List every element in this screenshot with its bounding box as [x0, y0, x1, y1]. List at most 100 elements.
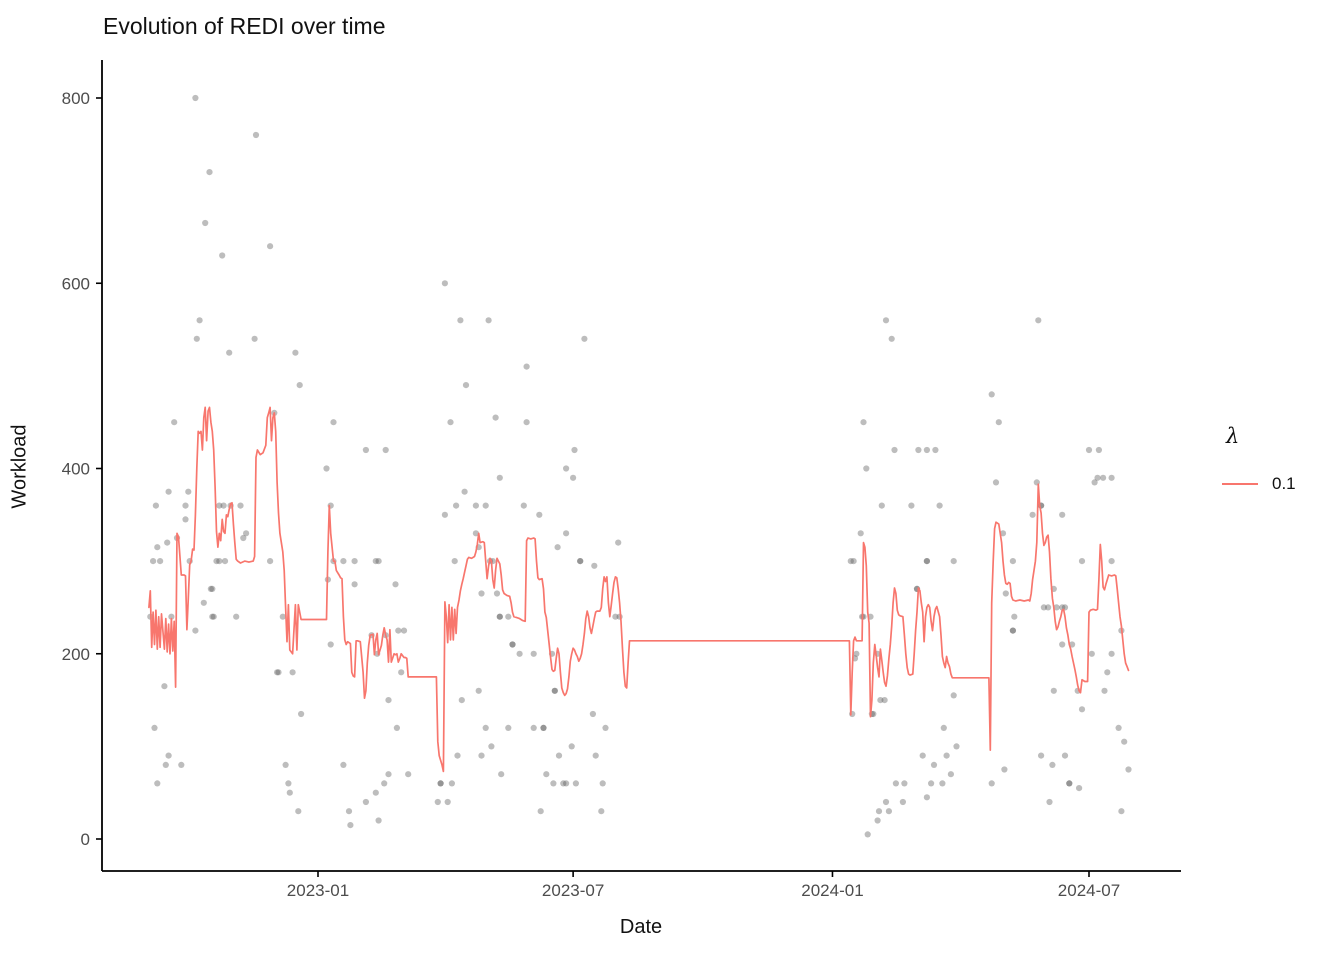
workload-point — [219, 252, 226, 259]
workload-point — [995, 419, 1002, 426]
workload-point — [1038, 752, 1045, 759]
workload-point — [860, 419, 867, 426]
workload-point — [1053, 604, 1060, 611]
workload-point — [505, 613, 512, 620]
workload-point — [1076, 785, 1083, 792]
workload-point — [882, 798, 890, 806]
workload-point — [493, 590, 501, 597]
workload-point — [570, 474, 577, 481]
y-tick-label: 400 — [62, 460, 90, 479]
workload-point — [400, 627, 408, 634]
workload-point — [572, 780, 580, 787]
workload-point — [589, 710, 597, 718]
workload-point — [1061, 752, 1069, 759]
workload-point — [1035, 317, 1042, 324]
workload-point — [915, 446, 922, 454]
workload-point — [441, 280, 448, 287]
workload-point — [457, 317, 464, 324]
workload-point — [274, 669, 281, 676]
workload-point — [923, 794, 931, 801]
workload-point — [936, 502, 943, 509]
workload-point — [472, 502, 479, 509]
workload-point — [551, 687, 558, 694]
workload-point — [577, 558, 584, 565]
y-tick-label: 0 — [81, 830, 90, 849]
workload-point — [1115, 724, 1122, 732]
workload-point — [488, 743, 495, 750]
workload-point — [385, 697, 392, 704]
workload-point — [516, 650, 523, 657]
workload-point — [267, 558, 274, 565]
workload-point — [375, 817, 382, 824]
workload-point — [930, 761, 938, 769]
workload-point — [462, 382, 470, 389]
workload-point — [1108, 650, 1115, 657]
workload-point — [988, 780, 995, 787]
workload-point — [475, 687, 482, 694]
workload-point — [870, 710, 877, 718]
workload-point — [207, 585, 214, 593]
workload-point — [554, 544, 561, 551]
workload-point — [860, 613, 867, 620]
workload-point — [891, 446, 898, 454]
workload-point — [381, 780, 388, 787]
workload-point — [939, 780, 946, 787]
workload-point — [192, 627, 199, 634]
workload-point — [1059, 641, 1066, 648]
workload-point — [602, 724, 609, 732]
workload-point — [555, 752, 563, 759]
workload-point — [923, 446, 931, 454]
workload-point — [1095, 446, 1102, 454]
workload-point — [885, 808, 893, 815]
workload-point — [923, 558, 931, 565]
workload-point — [496, 613, 503, 620]
workload-point — [482, 724, 489, 732]
workload-point — [372, 789, 379, 796]
workload-point — [382, 446, 389, 454]
legend: λ 0.1 — [1222, 424, 1296, 494]
workload-point — [1066, 780, 1073, 787]
workload-point — [393, 724, 400, 732]
workload-point — [953, 743, 960, 750]
workload-point — [592, 752, 599, 759]
workload-point — [285, 780, 292, 787]
workload-point — [340, 761, 347, 769]
workload-point — [461, 488, 468, 495]
workload-point — [202, 219, 209, 227]
workload-point — [157, 558, 164, 565]
workload-point — [853, 650, 860, 657]
workload-point — [850, 558, 857, 565]
workload-point — [877, 697, 884, 704]
workload-point — [362, 446, 369, 454]
workload-point — [385, 771, 392, 778]
x-tick-label: 2023-01 — [287, 881, 349, 900]
workload-point — [943, 752, 950, 759]
workload-point — [472, 530, 479, 537]
workload-point — [1078, 706, 1086, 713]
x-tick-label: 2023-07 — [542, 881, 604, 900]
workload-point — [392, 581, 399, 588]
workload-point — [537, 808, 544, 815]
workload-point — [295, 808, 302, 815]
workload-point — [453, 502, 460, 509]
workload-point — [543, 771, 550, 778]
workload-point — [551, 687, 558, 694]
workload-point — [1088, 650, 1095, 657]
legend-title: λ — [1226, 424, 1240, 448]
workload-point — [1104, 669, 1111, 676]
workload-point — [563, 465, 570, 472]
workload-point — [298, 710, 305, 718]
workload-point — [999, 530, 1007, 537]
workload-point — [992, 479, 1000, 486]
workload-point — [1009, 627, 1017, 634]
workload-point — [267, 243, 274, 250]
workload-point — [454, 752, 461, 759]
workload-point — [950, 692, 957, 699]
workload-point — [296, 382, 303, 389]
workload-point — [162, 761, 169, 769]
workload-point — [330, 419, 337, 426]
legend-item: 0.1 — [1222, 474, 1296, 494]
workload-point — [908, 502, 915, 509]
workload-point — [581, 335, 588, 342]
y-tick-label: 600 — [62, 274, 90, 293]
